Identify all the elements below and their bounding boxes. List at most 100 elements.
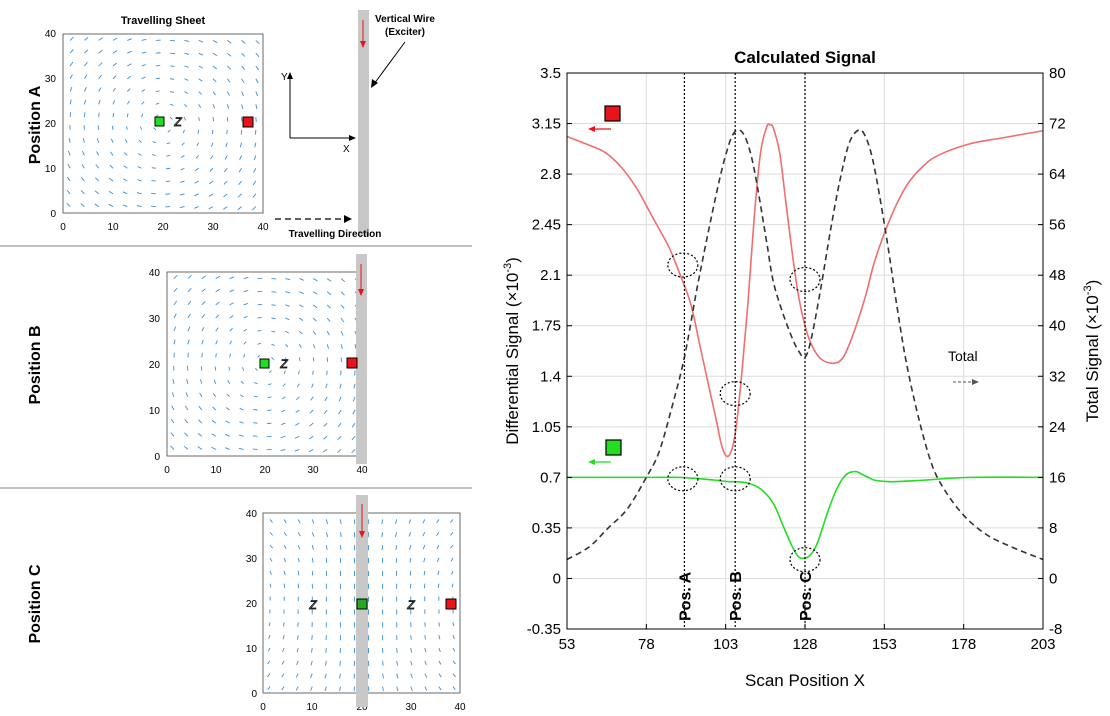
- left-y-axis-label: Differential Signal (×10-3): [502, 257, 522, 445]
- field-arrow: [230, 303, 234, 305]
- x-tick-labels: 0 10 20 30 40: [164, 465, 368, 476]
- z-marker: Z: [308, 598, 317, 612]
- field-arrow: [152, 168, 156, 169]
- field-arrow: [239, 448, 244, 449]
- field-arrow: [255, 368, 257, 370]
- field-arrow: [411, 687, 413, 691]
- y-tick-label-right: 24: [1049, 419, 1066, 436]
- field-arrow: [127, 64, 131, 66]
- x-tick-label: 203: [1030, 636, 1055, 653]
- field-arrow: [313, 318, 316, 321]
- field-arrow: [312, 519, 314, 523]
- field-arrow: [113, 113, 114, 117]
- field-arrow: [170, 79, 174, 80]
- subplot-title: Travelling Sheet: [121, 15, 206, 27]
- field-arrow: [258, 355, 260, 357]
- field-arrow: [156, 103, 159, 104]
- field-arrow: [113, 100, 115, 104]
- field-arrow: [423, 519, 425, 523]
- field-arrow: [229, 367, 230, 371]
- field-arrow: [124, 166, 128, 169]
- field-arrow: [137, 206, 142, 207]
- field-arrow: [284, 622, 285, 626]
- field-arrow: [95, 178, 98, 181]
- field-arrow: [109, 178, 113, 181]
- y-tick-labels: 0 10 20 30 40: [246, 509, 258, 700]
- field-arrow: [195, 168, 199, 171]
- field-arrow: [281, 436, 286, 437]
- field-arrow: [111, 139, 113, 143]
- y-tick-label: 40: [149, 268, 161, 279]
- field-arrow: [258, 343, 261, 344]
- field-arrow: [383, 674, 384, 679]
- field-arrow: [110, 165, 113, 168]
- field-arrow: [198, 447, 202, 450]
- field-arrow: [210, 168, 213, 171]
- field-arrow: [171, 419, 174, 423]
- field-arrow: [297, 661, 299, 665]
- x-tick-label: 10: [306, 702, 318, 713]
- field-arrow: [325, 661, 326, 666]
- field-arrow: [183, 130, 184, 133]
- field-arrow: [138, 153, 141, 155]
- field-arrow: [271, 357, 273, 359]
- field-arrow: [213, 66, 217, 69]
- field-arrow: [242, 53, 245, 56]
- x-tick-label: 30: [405, 702, 417, 713]
- field-arrow: [68, 151, 70, 155]
- field-arrow: [267, 661, 270, 664]
- field-arrow: [244, 329, 247, 331]
- field-arrow: [172, 392, 174, 396]
- field-arrow: [269, 622, 270, 626]
- x-tick-label: 178: [951, 636, 976, 653]
- field-arrow: [227, 92, 229, 96]
- field-arrow: [341, 344, 342, 349]
- field-arrow: [242, 92, 244, 96]
- field-arrow: [268, 384, 271, 385]
- field-arrow: [438, 584, 439, 588]
- field-arrow: [281, 449, 286, 450]
- field-arrow: [324, 410, 327, 414]
- field-arrow: [327, 292, 331, 295]
- field-arrow: [240, 395, 243, 397]
- field-arrow: [213, 407, 216, 410]
- y-tick-labels: 0 10 20 30 40: [149, 268, 161, 463]
- field-arrow: [295, 449, 299, 451]
- wire-label-line2: (Exciter): [385, 27, 425, 38]
- left-panels: Position A Travelling Sheet 0 10 20 30 4…: [0, 10, 472, 713]
- field-arrow: [152, 155, 156, 156]
- field-arrow: [84, 37, 88, 40]
- field-arrow: [382, 532, 383, 537]
- field-arrow: [271, 344, 274, 345]
- y-tick-label-right: 0: [1049, 570, 1057, 587]
- field-arrow: [423, 532, 425, 536]
- field-arrow: [202, 340, 203, 344]
- field-arrow: [340, 674, 341, 679]
- field-arrow: [244, 354, 245, 357]
- field-arrow: [256, 40, 259, 43]
- highlight-circle: [668, 253, 698, 277]
- field-arrow: [194, 194, 198, 196]
- field-arrow: [439, 648, 440, 652]
- field-arrow: [99, 38, 103, 41]
- field-arrow: [109, 204, 113, 206]
- field-arrow: [127, 101, 129, 104]
- field-arrow: [268, 687, 270, 690]
- y-tick-label-right: 40: [1049, 318, 1066, 335]
- field-arrow: [95, 204, 99, 207]
- field-arrow: [270, 519, 272, 522]
- field-arrow: [173, 379, 174, 384]
- field-arrow: [184, 79, 188, 81]
- field-arrow: [240, 143, 241, 148]
- field-arrow: [167, 143, 170, 144]
- field-arrow: [244, 342, 247, 345]
- y-tick-label-right: 16: [1049, 469, 1066, 486]
- field-arrow: [252, 207, 255, 210]
- field-arrow: [199, 79, 203, 82]
- field-arrow: [127, 51, 131, 53]
- field-arrow: [282, 410, 286, 412]
- field-arrow: [180, 181, 184, 182]
- field-arrow: [137, 180, 141, 181]
- field-arrow: [216, 276, 220, 278]
- field-arrow: [451, 519, 453, 522]
